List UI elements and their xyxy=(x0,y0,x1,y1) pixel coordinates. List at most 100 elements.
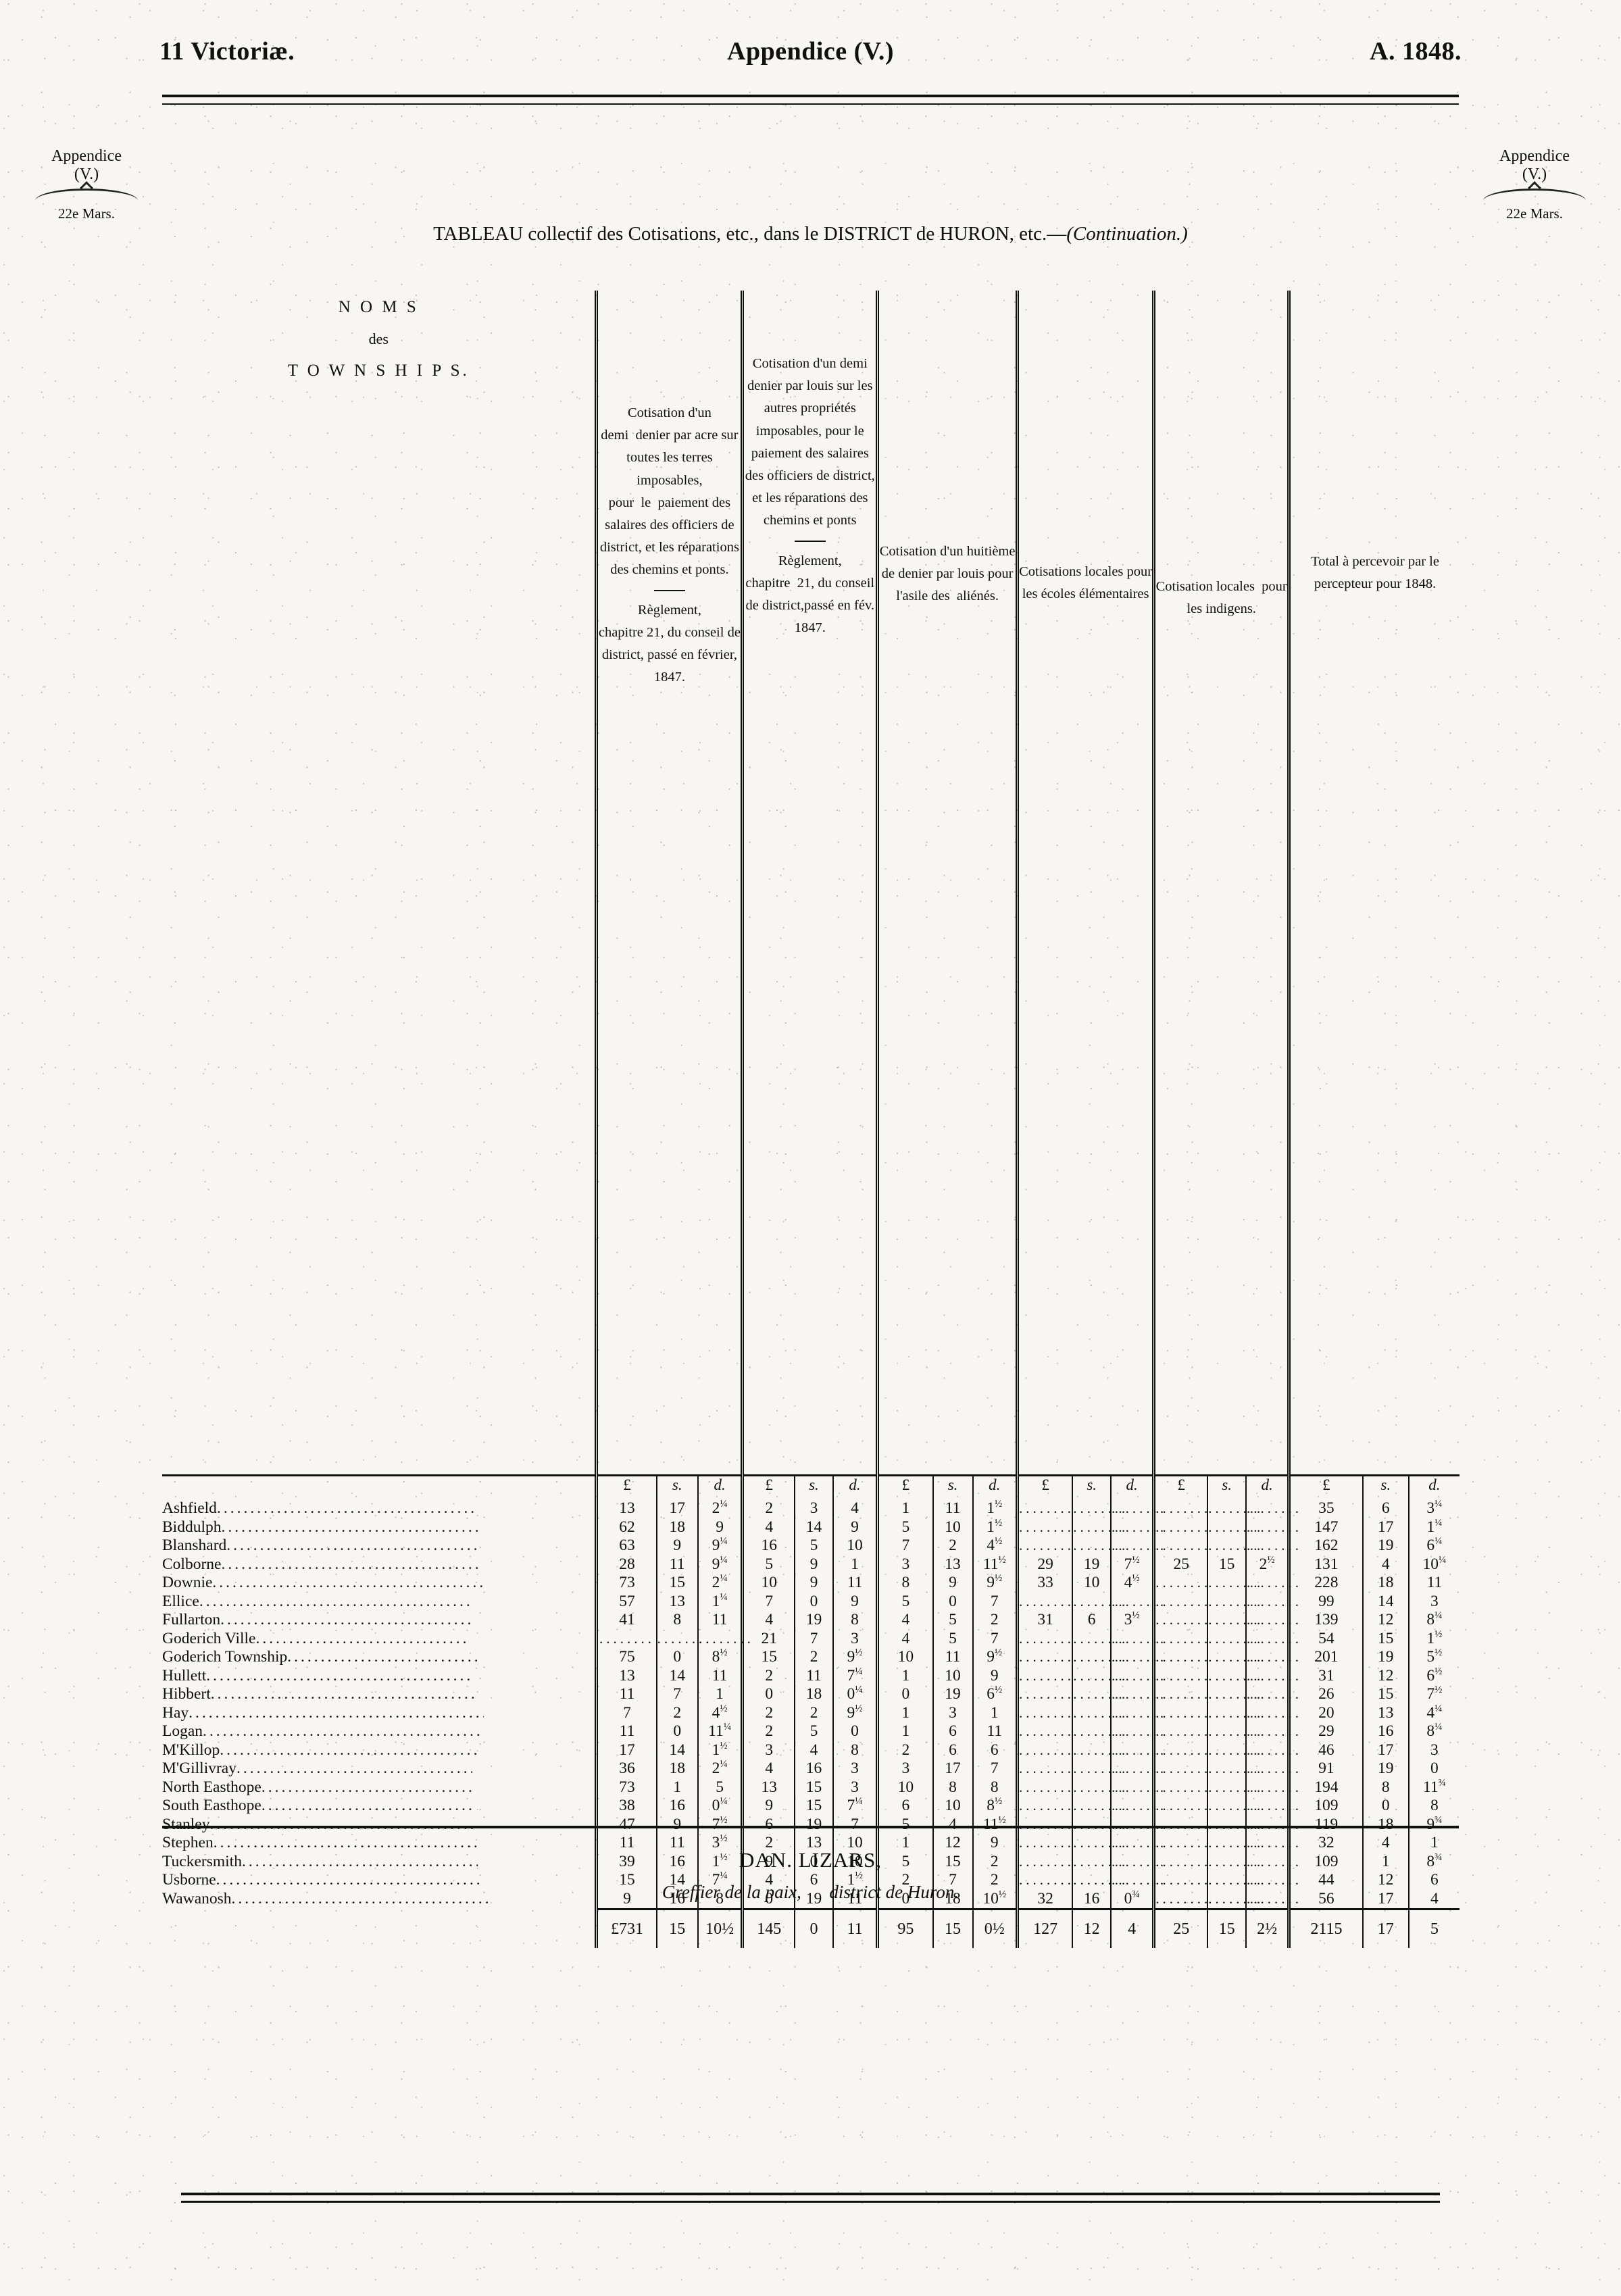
cell-c5-pence: ........ xyxy=(1245,1518,1299,1537)
cell-c1-shillings: 9 xyxy=(655,1537,698,1555)
cell-c4-shillings: ........ xyxy=(1072,1537,1125,1555)
cell-c5-pounds: ........ xyxy=(1152,1703,1208,1722)
cell-c3-shillings: 11 xyxy=(932,1499,973,1518)
col-header-4-text: Cotisations locales pour les écoles élém… xyxy=(1019,564,1153,602)
cell-c4-pounds: ........ xyxy=(1016,1592,1073,1611)
township-name-cell: Tuckersmith.............................… xyxy=(162,1853,597,1872)
township-name-cell: Hibbert.................................… xyxy=(162,1685,597,1704)
cell-c1-shillings: 16 xyxy=(655,1852,698,1871)
header-rule xyxy=(162,95,1459,105)
table-row: Goderich Ville..........................… xyxy=(162,1629,1460,1648)
cell-c1-pence: 5 xyxy=(697,1778,743,1797)
cell-c5-pence: ........ xyxy=(1245,1574,1299,1593)
cell-c1-pence: 2¼ xyxy=(697,1760,743,1778)
cell-c5-shillings: ........ xyxy=(1207,1722,1260,1741)
township-name-cell: Blanshard...............................… xyxy=(162,1537,597,1555)
running-head-left: 11 Victoriæ. xyxy=(159,37,295,66)
cell-c5-shillings: ........ xyxy=(1207,1703,1260,1722)
cell-c2-pence: 10 xyxy=(832,1537,878,1555)
margin-right-line2: (V.) xyxy=(1522,165,1547,183)
cell-c4-shillings: ........ xyxy=(1072,1722,1125,1741)
cell-c2-pence: 7¼ xyxy=(832,1666,878,1685)
total-c3-pence: 0½ xyxy=(972,1908,1018,1948)
cell-c1-shillings: 1 xyxy=(655,1778,698,1797)
cell-c5-pence: ........ xyxy=(1245,1741,1299,1760)
cell-c5-pence: ........ xyxy=(1245,1889,1299,1910)
cell-c5-pounds: ........ xyxy=(1152,1871,1208,1890)
cell-c4-shillings: ........ xyxy=(1072,1741,1125,1760)
cell-c4-shillings: ........ xyxy=(1072,1499,1125,1518)
cell-c4-pence: ........ xyxy=(1110,1518,1164,1537)
running-head-center: Appendice (V.) xyxy=(727,37,894,66)
cell-c2-shillings: 14 xyxy=(794,1518,833,1537)
caption-text: TABLEAU collectif des Cotisations, etc.,… xyxy=(433,223,1067,245)
cell-c1-pounds: 38 xyxy=(595,1797,657,1816)
cell-c1-shillings: 2 xyxy=(655,1703,698,1722)
cell-c6-shillings: 12 xyxy=(1362,1666,1409,1685)
cell-c2-shillings: 5 xyxy=(794,1722,833,1741)
cell-c5-pence: ........ xyxy=(1245,1852,1299,1871)
table-bottom-rule xyxy=(162,1826,1459,1832)
township-name: Ashfield xyxy=(162,1499,217,1517)
table-row: M'Killop................................… xyxy=(162,1741,1460,1760)
cell-c1-pounds: 36 xyxy=(595,1760,657,1778)
cell-c2-pence: 11 xyxy=(832,1574,878,1593)
cell-c2-shillings: 15 xyxy=(794,1778,833,1797)
cell-c2-pounds: 0 xyxy=(741,1889,795,1910)
cell-c1-pounds: 7 xyxy=(595,1703,657,1722)
cell-c5-pence: 2½ xyxy=(1245,1555,1289,1574)
cell-c6-shillings: 8 xyxy=(1362,1778,1409,1797)
cell-c6-pounds: 109 xyxy=(1287,1797,1363,1816)
cell-c3-pence: 7 xyxy=(972,1629,1018,1648)
cell-c1-pounds: 75 xyxy=(595,1648,657,1667)
table-row: Ashfield................................… xyxy=(162,1499,1460,1518)
leader-dots: ........................................… xyxy=(261,1797,475,1814)
cell-c1-shillings: 11 xyxy=(655,1555,698,1574)
cell-c3-pounds: 10 xyxy=(876,1778,933,1797)
table-row: Fullarton...............................… xyxy=(162,1611,1460,1630)
cell-c6-pence: 1½ xyxy=(1407,1629,1460,1648)
totals-label xyxy=(162,1910,597,1949)
cell-c4-pounds: 32 xyxy=(1016,1889,1073,1910)
cell-c2-shillings: 13 xyxy=(794,1834,833,1853)
cell-c1-pence: 1 xyxy=(697,1685,743,1704)
cell-c6-shillings: 18 xyxy=(1362,1574,1409,1593)
leader-dots: ........................................… xyxy=(226,1537,478,1554)
cell-c2-shillings: 18 xyxy=(794,1685,833,1704)
cell-c1-pounds: 11 xyxy=(595,1834,657,1853)
sub-c3-pounds: £ xyxy=(876,1475,933,1499)
cell-c2-shillings: 3 xyxy=(794,1499,833,1518)
cell-c4-pounds: ........ xyxy=(1016,1741,1073,1760)
cell-c1-pence: 2¼ xyxy=(697,1574,743,1593)
stub-header-line1: N O M S xyxy=(338,298,419,316)
cell-c6-pence: 9¾ xyxy=(1407,1815,1460,1834)
cell-c5-pounds: ........ xyxy=(1152,1666,1208,1685)
cell-c4-shillings: ........ xyxy=(1072,1629,1125,1648)
cell-c4-pounds: 31 xyxy=(1016,1611,1073,1630)
cell-c5-pence: ........ xyxy=(1245,1760,1299,1778)
cell-c1-pounds: 13 xyxy=(595,1666,657,1685)
cell-c5-shillings: ........ xyxy=(1207,1797,1260,1816)
cell-c3-shillings: 3 xyxy=(932,1703,973,1722)
signature-role-b: district de Huron. xyxy=(829,1882,959,1902)
cell-c5-pounds: ........ xyxy=(1152,1574,1208,1593)
cell-c3-shillings: 5 xyxy=(932,1629,973,1648)
cell-c3-pence: 2 xyxy=(972,1871,1018,1890)
sub-c1-pence: d. xyxy=(697,1475,743,1499)
township-name: Goderich Ville xyxy=(162,1629,256,1647)
cell-c6-shillings: 12 xyxy=(1362,1611,1409,1630)
leader-dots: ........................................… xyxy=(212,1574,486,1591)
cell-c3-pounds: 1 xyxy=(876,1666,933,1685)
total-c4-pounds: 127 xyxy=(1016,1908,1073,1948)
cell-c5-pounds: 25 xyxy=(1152,1555,1208,1574)
total-c2-pounds: 145 xyxy=(741,1908,795,1948)
cell-c3-pence: 1½ xyxy=(972,1518,1018,1537)
total-c5-pounds: 25 xyxy=(1152,1908,1208,1948)
township-name: Goderich Township xyxy=(162,1648,288,1666)
cell-c5-pounds: ........ xyxy=(1152,1611,1208,1630)
cell-c1-pounds: 15 xyxy=(595,1871,657,1890)
cell-c6-pounds: 109 xyxy=(1287,1852,1363,1871)
cell-c3-pounds: 0 xyxy=(876,1685,933,1704)
cell-c6-pounds: 44 xyxy=(1287,1871,1363,1890)
township-name: South Easthope xyxy=(162,1797,261,1814)
